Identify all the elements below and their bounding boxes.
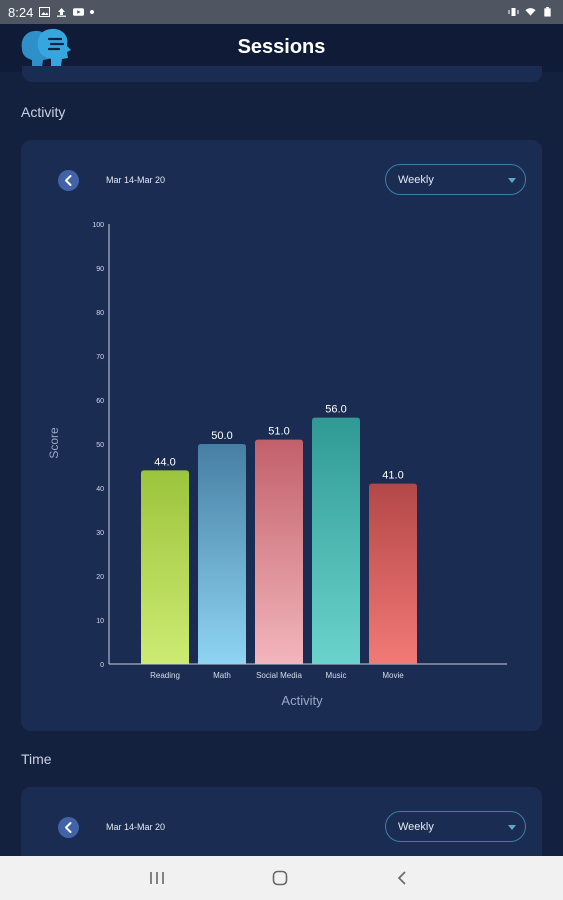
time-date-range: Mar 14-Mar 20 [106,822,166,832]
status-left: 8:24 [8,4,95,20]
activity-date-range: Mar 14-Mar 20 [106,175,166,185]
y-tick-label: 0 [100,662,104,669]
chevron-left-icon [65,822,72,833]
app-logo-icon [21,28,71,68]
bar-value-label: 44.0 [154,456,175,468]
chevron-left-icon [65,175,72,186]
x-axis: Reading Math Social Media Music Movie [109,663,507,680]
notification-dot-icon [90,10,95,14]
bar-social-media [255,439,303,664]
activity-section-title: Activity [21,104,66,120]
activity-period-value: Weekly [398,173,434,186]
bar-value-label: 41.0 [382,470,403,482]
home-icon [272,870,288,886]
y-tick-label: 30 [96,530,104,537]
activity-prev-week-button[interactable] [58,170,79,191]
activity-period-select[interactable]: Weekly [385,164,526,195]
y-tick-label: 40 [96,486,104,493]
x-tick-label: Movie [382,671,404,680]
time-period-value: Weekly [398,820,434,833]
y-tick-label: 80 [96,310,104,317]
activity-bar-chart: 0 10 20 30 40 50 60 70 80 90 100 Reading Math Social… [47,222,507,708]
y-tick-label: 10 [96,618,104,625]
y-tick-label: 50 [96,442,104,449]
recent-apps-button[interactable] [148,869,166,887]
x-axis-label: Activity [281,693,323,708]
chevron-down-icon [508,178,516,183]
recent-apps-icon [150,872,164,884]
time-period-select[interactable]: Weekly [385,811,526,842]
youtube-icon [73,8,85,16]
time-prev-week-button[interactable] [58,817,79,838]
x-tick-label: Math [213,671,231,680]
back-icon [397,871,406,885]
vibrate-icon [508,8,519,16]
y-axis-label: Score [47,427,61,459]
x-tick-label: Reading [150,671,180,680]
bar-value-label: 56.0 [325,404,346,416]
wifi-icon [525,8,536,16]
y-tick-label: 60 [96,398,104,405]
activity-card: Mar 14-Mar 20 Weekly 0 10 20 30 40 50 60 70 80 90… [21,140,542,731]
app-header: Sessions [0,24,563,72]
image-icon [39,7,51,17]
bar-value-label: 51.0 [268,426,289,438]
bar-movie [369,483,417,664]
bar-math [198,444,246,664]
bar-value-label: 50.0 [211,430,232,442]
system-nav-bar [0,856,563,900]
chevron-down-icon [508,825,516,830]
bar-music [312,417,360,664]
status-bar: 8:24 [0,0,563,24]
previous-card-edge [22,66,542,82]
bars: 44.0 50.0 51.0 56.0 41.0 [141,404,417,664]
time-section-title: Time [21,751,52,767]
home-button[interactable] [271,869,289,887]
page-title: Sessions [237,36,326,58]
x-tick-label: Social Media [256,671,302,680]
x-tick-label: Music [326,671,347,680]
y-tick-label: 70 [96,354,104,361]
y-tick-label: 90 [96,266,104,273]
back-button[interactable] [394,869,412,887]
bar-reading [141,470,189,664]
upload-icon [57,8,67,17]
y-axis: 0 10 20 30 40 50 60 70 80 90 100 [92,222,110,669]
status-time: 8:24 [8,4,34,20]
y-tick-label: 20 [96,574,104,581]
battery-icon [544,7,551,17]
status-right [508,7,553,17]
y-tick-label: 100 [92,222,104,229]
